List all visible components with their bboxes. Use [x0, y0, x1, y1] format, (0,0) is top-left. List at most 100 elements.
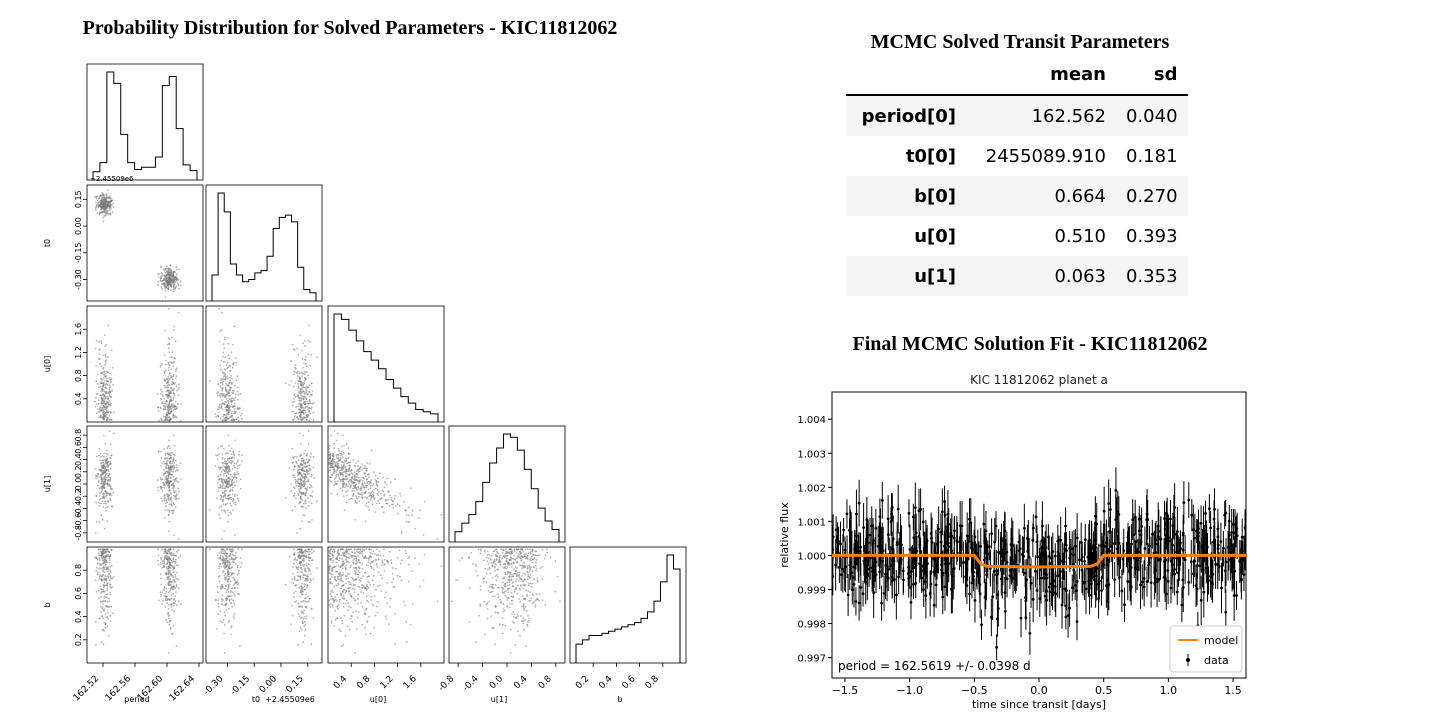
sample-point	[221, 311, 223, 314]
sample-point	[306, 566, 309, 569]
sample-point	[108, 473, 111, 476]
sample-point	[399, 562, 402, 565]
sample-point	[176, 577, 178, 580]
sample-point	[479, 588, 482, 591]
sample-point	[364, 465, 366, 467]
sample-point	[96, 383, 99, 386]
sample-point	[107, 475, 110, 478]
sample-point	[107, 492, 109, 495]
sample-point	[235, 410, 237, 413]
sample-point	[178, 557, 180, 559]
sample-point	[230, 602, 233, 605]
sample-point	[223, 557, 226, 560]
sample-point	[106, 356, 109, 359]
sample-point	[174, 496, 177, 499]
sample-point	[166, 393, 169, 396]
sample-point	[377, 585, 379, 588]
sample-point	[177, 388, 180, 390]
sample-point	[340, 564, 342, 567]
sample-point	[178, 383, 180, 386]
sample-point	[334, 619, 337, 621]
sample-point	[164, 452, 167, 455]
sample-point	[419, 509, 421, 512]
sample-point	[367, 580, 369, 583]
sample-point	[165, 467, 168, 470]
sample-point	[361, 623, 364, 626]
sample-point	[174, 560, 177, 563]
sample-point	[336, 593, 338, 596]
sample-point	[305, 502, 307, 505]
sample-point	[305, 418, 308, 421]
sample-point	[306, 600, 308, 603]
sample-point	[161, 560, 164, 563]
sample-point	[353, 464, 356, 467]
sample-point	[219, 484, 222, 487]
sample-point	[357, 482, 360, 485]
sample-point	[162, 460, 165, 463]
sample-point	[342, 434, 344, 437]
sample-point	[504, 625, 507, 627]
sample-point	[158, 419, 160, 422]
sample-point	[300, 459, 303, 462]
sample-point	[167, 598, 169, 601]
sample-point	[219, 517, 222, 519]
sample-point	[374, 474, 377, 477]
sample-point	[348, 479, 351, 482]
sample-point	[101, 416, 104, 419]
sample-point	[308, 390, 310, 393]
sample-point	[233, 502, 235, 505]
sample-point	[109, 372, 111, 375]
sample-point	[301, 357, 304, 360]
sample-point	[102, 366, 105, 369]
sample-point	[95, 197, 98, 200]
sample-point	[170, 470, 173, 472]
sample-point	[396, 574, 399, 577]
sample-point	[524, 606, 527, 608]
sample-point	[522, 617, 525, 620]
sample-point	[221, 487, 224, 490]
sample-point	[376, 485, 379, 487]
sample-point	[169, 564, 172, 567]
sample-point	[165, 284, 167, 287]
sample-point	[230, 457, 233, 460]
sample-point	[104, 206, 107, 209]
sample-point	[221, 594, 224, 597]
sample-point	[490, 615, 492, 617]
sample-point	[226, 384, 229, 387]
sample-point	[226, 459, 229, 462]
sample-point	[108, 400, 111, 402]
sample-point	[337, 480, 339, 483]
sample-point	[239, 557, 242, 560]
sample-point	[305, 392, 308, 395]
sample-point	[522, 622, 525, 625]
sample-point	[332, 459, 335, 462]
sample-point	[492, 587, 495, 589]
sample-point	[233, 613, 236, 615]
sample-point	[308, 570, 310, 572]
sample-point	[309, 364, 312, 367]
sample-point	[392, 500, 395, 502]
sample-point	[292, 461, 295, 464]
sample-point	[96, 455, 98, 458]
sample-point	[365, 595, 368, 597]
sample-point	[350, 480, 352, 483]
sample-point	[236, 408, 239, 410]
sample-point	[165, 274, 168, 276]
sample-point	[179, 462, 182, 465]
sample-point	[538, 599, 540, 602]
sample-point	[168, 338, 171, 341]
sample-point	[170, 408, 172, 410]
sample-point	[105, 343, 108, 346]
sample-point	[216, 392, 218, 395]
sample-point	[354, 484, 357, 487]
sample-point	[100, 397, 103, 400]
sample-point	[303, 563, 306, 566]
sample-point	[381, 577, 384, 580]
sample-point	[305, 615, 308, 617]
sample-point	[298, 551, 301, 554]
sample-point	[361, 550, 364, 553]
sample-point	[303, 395, 306, 398]
sample-point	[517, 575, 520, 577]
sample-point	[233, 617, 236, 620]
sample-point	[302, 564, 304, 566]
